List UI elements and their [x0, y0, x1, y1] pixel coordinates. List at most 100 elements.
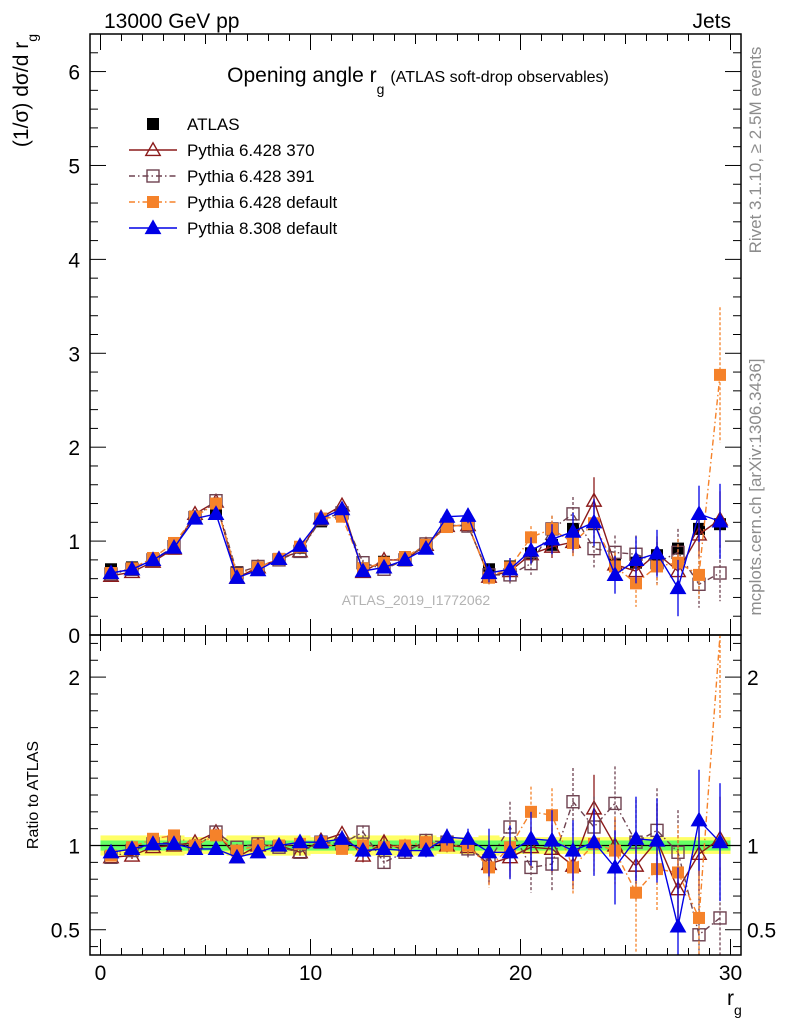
data-point — [648, 544, 666, 560]
header-left: 13000 GeV pp — [104, 10, 239, 33]
legend-label: Pythia 8.308 default — [187, 219, 338, 238]
data-point — [543, 530, 561, 546]
data-point — [585, 513, 603, 529]
data-point — [144, 219, 162, 235]
data-point — [608, 796, 622, 811]
x-tick-label: 30 — [719, 962, 742, 985]
data-point — [356, 825, 370, 839]
y-tick-label: 2 — [68, 667, 80, 690]
data-point — [165, 835, 183, 850]
series-line — [110, 634, 721, 921]
data-point — [165, 539, 183, 554]
data-point — [375, 840, 393, 855]
legend-item: Pythia 6.428 391 — [129, 167, 315, 186]
series-line — [110, 499, 721, 586]
data-point — [146, 169, 160, 183]
data-point — [714, 368, 726, 381]
legend-item: Pythia 6.428 370 — [129, 141, 315, 160]
data-point — [501, 843, 519, 859]
data-point — [336, 510, 348, 523]
y-tick-label-right: 1 — [747, 836, 759, 859]
data-point — [690, 811, 708, 827]
main-series-group — [102, 307, 729, 617]
ratio-y-tick-labels: 0.5 0.5 1 1 2 2 — [51, 667, 776, 943]
data-point — [648, 831, 666, 847]
data-point — [207, 505, 225, 520]
ratio-panel: 0.5 0.5 1 1 2 2 Ratio to ATLAS 0 10 20 30 rg — [25, 634, 776, 1018]
data-point — [459, 830, 477, 845]
watermark: ATLAS_2019_I1772062 — [342, 592, 491, 608]
data-point — [522, 541, 540, 557]
data-point — [354, 841, 372, 857]
data-point — [564, 523, 582, 538]
x-tick-label: 0 — [95, 962, 107, 985]
ratio-series-group — [102, 634, 729, 955]
data-point — [480, 843, 498, 859]
data-point — [228, 848, 246, 864]
series-pythia-6-428-default — [105, 634, 721, 955]
data-point — [123, 560, 141, 576]
main-title-note: (ATLAS soft-drop observables) — [390, 69, 608, 86]
x-tick-label: 10 — [299, 962, 322, 985]
y-tick-label-right: 0.5 — [747, 920, 776, 943]
x-axis-label-sub: g — [734, 1002, 742, 1018]
header-right: Jets — [692, 10, 731, 33]
data-point — [333, 500, 351, 516]
legend-label: Pythia 6.428 370 — [187, 141, 315, 160]
data-point — [336, 842, 348, 855]
data-point — [690, 505, 708, 520]
y-tick-label: 1 — [68, 836, 80, 859]
y-tick-label: 3 — [68, 343, 80, 366]
legend-item: Pythia 8.308 default — [129, 219, 338, 238]
data-point — [147, 118, 159, 130]
main-title-text: Opening angle r — [227, 64, 376, 87]
data-point — [377, 855, 391, 870]
y-tick-label: 4 — [68, 249, 80, 272]
data-point — [522, 830, 540, 845]
series-pythia-6-428-370 — [102, 477, 729, 592]
data-point — [291, 833, 309, 849]
data-point — [375, 558, 393, 574]
data-point — [693, 911, 705, 924]
data-point — [228, 569, 246, 584]
x-tick-labels: 0 10 20 30 — [95, 962, 743, 985]
y-tick-label: 2 — [68, 437, 80, 460]
data-point — [711, 512, 729, 528]
series-line — [110, 800, 721, 937]
data-point — [672, 542, 684, 555]
data-point — [312, 509, 330, 525]
data-point — [669, 579, 687, 595]
x-axis-label-text: r — [727, 987, 734, 1010]
main-title: Opening angle rg (ATLAS soft-drop observa… — [227, 64, 609, 97]
side-mcplots: mcplots.cern.ch [arXiv:1306.3436] — [746, 358, 765, 615]
main-axis-ticks — [90, 33, 741, 636]
main-y-axis-label-text: (1/σ) dσ/d r — [10, 42, 33, 147]
series-pythia-8-308-default — [102, 483, 729, 617]
data-point — [627, 830, 645, 845]
data-point — [713, 911, 727, 925]
legend-item: ATLAS — [147, 115, 240, 134]
data-point — [270, 550, 288, 566]
y-tick-label: 0.5 — [51, 920, 80, 943]
data-point — [144, 551, 162, 566]
legend-label: ATLAS — [187, 115, 240, 134]
main-y-tick-labels: 0 1 2 3 4 5 6 — [68, 62, 80, 648]
side-rivet: Rivet 3.1.10, ≥ 2.5M events — [746, 47, 765, 254]
data-point — [441, 521, 453, 534]
series-pythia-8-308-default — [102, 769, 729, 955]
data-point — [438, 828, 456, 844]
y-tick-label-right: 2 — [747, 667, 759, 690]
data-point — [438, 508, 456, 523]
ratio-y-axis-label: Ratio to ATLAS — [25, 741, 42, 849]
data-point — [102, 564, 120, 580]
data-point — [480, 564, 498, 580]
data-point — [713, 566, 727, 580]
data-point — [417, 539, 435, 555]
x-axis-label: rg — [727, 987, 742, 1018]
data-point — [270, 836, 288, 852]
data-point — [543, 831, 561, 847]
data-point — [249, 843, 267, 859]
data-point — [207, 840, 225, 855]
data-point — [669, 917, 687, 933]
